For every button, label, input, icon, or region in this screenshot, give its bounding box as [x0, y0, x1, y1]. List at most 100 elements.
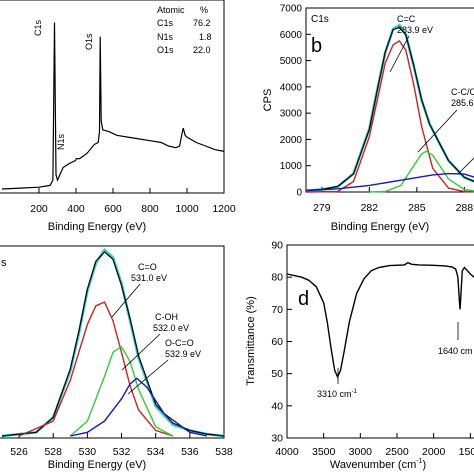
panel-b-x-tick-label: 279: [313, 202, 331, 214]
panel-b-series-c-c: [305, 39, 474, 193]
table-row-o1s-label: O1s: [157, 45, 174, 55]
panel-c-annot-coh-pointer: [121, 333, 161, 371]
panel-c-x-tick-label: 538: [215, 446, 233, 458]
panel-d-y-tick-label: 50: [271, 368, 283, 380]
panel-b-y-tick-label: 2000: [280, 135, 303, 146]
panel-a-x-tick-label: 800: [141, 203, 159, 215]
table-row-n1s-value: 1.8: [199, 32, 212, 42]
panel-d-y-tick-label: 70: [271, 304, 283, 316]
table-row-o1s-value: 22.0: [193, 45, 211, 55]
panel-a-x-axis-label: Binding Energy (eV): [48, 221, 146, 233]
panel-c-annot-oco-energy: 532.9 eV: [165, 349, 201, 359]
panel-a-x-tick-label: 400: [67, 203, 85, 215]
table-header-percent: %: [200, 5, 208, 15]
panel-c-series-c-o: [18, 301, 174, 437]
panel-c-fit-lines: [1, 248, 225, 438]
panel-b-x-tick-label: 282: [361, 202, 379, 214]
panel-a-survey-spectrum: 200 400 600 800 1000 1200 C1s N1s O1s Atomic …: [0, 0, 236, 233]
panel-d-x-axis-label-sup: -1: [416, 458, 422, 465]
panel-c-o1s-spectrum: 526 528 530 532 534 536 538 s C=O 531.0 eV C-O…: [0, 245, 233, 471]
panel-b-fit-lines: [305, 23, 474, 193]
panel-b-y-tick-label: 6000: [280, 30, 303, 41]
panel-a-x-tick-label: 200: [30, 203, 48, 215]
panel-a-frame: [0, 0, 225, 194]
panel-b-x-tick-label: 288: [456, 202, 474, 214]
panel-a-peak-label-n1s: N1s: [56, 133, 66, 150]
panel-d-y-tick-label: 40: [271, 400, 283, 412]
panel-d-x-tick-label: 3000: [349, 446, 373, 458]
panel-d-x-axis-label-end: ): [422, 459, 426, 471]
panel-b-annot-cc: C=C: [397, 14, 416, 24]
panel-b-c1s-spectrum: 0 1000 2000 3000 4000 5000 6000 7000 279 282 285 28…: [262, 4, 474, 233]
table-row-c1s-value: 76.2: [193, 18, 211, 28]
panel-b-x-tick-label: 285: [408, 202, 426, 214]
panel-d-annot-3310-text: 3310 cm-1: [317, 389, 358, 399]
panel-b-y-tick-label: 5000: [280, 56, 303, 67]
panel-b-series-background: [305, 172, 474, 192]
panel-a-x-tick-label: 1000: [175, 203, 199, 215]
panel-c-series-c-oh: [69, 345, 174, 437]
panel-c-annot-co-energy: 531.0 eV: [131, 273, 167, 283]
panel-a-x-ticks: 200 400 600 800 1000 1200: [30, 188, 236, 215]
panel-d-x-tick-label: 1500: [459, 446, 474, 458]
panel-b-y-tick-label: 3000: [280, 109, 303, 120]
panel-c-annot-oco: O-C=O: [165, 338, 194, 348]
panel-b-annot-cc-pointer: [389, 35, 410, 73]
panel-d-letter: d: [298, 288, 309, 310]
panel-b-series-envelope: [305, 23, 474, 192]
panel-b-y-tick-label: 0: [296, 188, 302, 199]
panel-d-y-axis-label: Transmittance (%): [245, 296, 257, 385]
panel-a-survey-line: [1, 22, 225, 190]
panel-b-axis-ticks: 0 1000 2000 3000 4000 5000 6000 7000 279 282 285 28…: [280, 4, 473, 215]
panel-b-x-axis-label: Binding Energy (eV): [331, 221, 429, 233]
panel-a-peak-label-c1s: C1s: [33, 19, 43, 36]
panel-c-x-tick-label: 536: [181, 446, 199, 458]
panel-c-x-tick-label: 530: [79, 446, 97, 458]
panel-a-x-tick-label: 600: [104, 203, 122, 215]
panel-c-series-data: [1, 251, 225, 437]
panel-c-x-tick-label: 534: [147, 446, 165, 458]
panel-b-annot-cc-energy: 283.9 eV: [397, 25, 433, 35]
panel-a-x-tick-label: 1200: [212, 203, 236, 215]
panel-b-core-label: C1s: [311, 14, 329, 25]
panel-c-frame: [0, 245, 225, 439]
panel-b-series-c-c-c-h: [369, 150, 474, 193]
panel-d-y-tick-label: 60: [271, 336, 283, 348]
panel-d-y-tick-label: 80: [271, 272, 283, 284]
panel-d-x-tick-label: 4000: [275, 446, 299, 458]
panel-d-x-axis-label: Wavenumber (cm-1): [330, 458, 426, 471]
panel-a-peak-label-o1s: O1s: [84, 33, 94, 50]
panel-c-annot-coh: C-OH: [155, 312, 178, 322]
panel-d-x-axis-label-main: Wavenumber (cm: [330, 459, 416, 471]
panel-b-annot-cch: C-C/C: [451, 87, 474, 97]
panel-b-annot-cch-pointer: [417, 109, 458, 153]
panel-d-x-tick-label: 3500: [312, 446, 336, 458]
panel-c-annot-coh-energy: 532.0 eV: [153, 323, 189, 333]
panel-c-series-o-c-o: [70, 377, 208, 437]
panel-b-letter: b: [311, 35, 322, 57]
panel-d-y-tick-label: 90: [271, 240, 283, 252]
panel-c-annot-co: C=O: [138, 262, 157, 272]
table-row-n1s-label: N1s: [157, 32, 174, 42]
panel-d-frame: [286, 244, 474, 439]
panel-d-annot-3310: 3310 cm-1: [317, 368, 358, 399]
panel-d-x-tick-label: 2500: [385, 446, 409, 458]
panel-b-y-tick-label: 7000: [280, 4, 303, 15]
panel-c-x-tick-label: 532: [113, 446, 131, 458]
panel-b-y-tick-label: 4000: [280, 82, 303, 93]
panel-c-annot-co-pointer: [111, 283, 141, 318]
panel-b-frame: [305, 7, 474, 193]
panel-b-series-data: [305, 27, 474, 191]
panel-a-atomic-table: Atomic % C1s 76.2 N1s 1.8 O1s 22.0: [157, 5, 212, 55]
panel-b-annot-background-pointer: [457, 157, 474, 175]
panel-c-x-tick-label: 526: [10, 446, 28, 458]
panel-c-annot-oco-pointer: [127, 359, 169, 395]
panel-d-annot-1640-text: 1640 cm: [438, 346, 473, 356]
panel-c-core-label: s: [1, 257, 7, 269]
panel-d-x-tick-label: 2000: [422, 446, 446, 458]
panel-d-ftir-spectrum: 30 40 50 60 70 80 90 4000 3500 3000 2500 2000 1500 d…: [245, 240, 474, 471]
panel-b-annot-cch-energy: 285.6: [451, 98, 474, 108]
panel-c-x-tick-label: 528: [44, 446, 62, 458]
panel-d-annot-3310-sup: -1: [352, 389, 358, 395]
